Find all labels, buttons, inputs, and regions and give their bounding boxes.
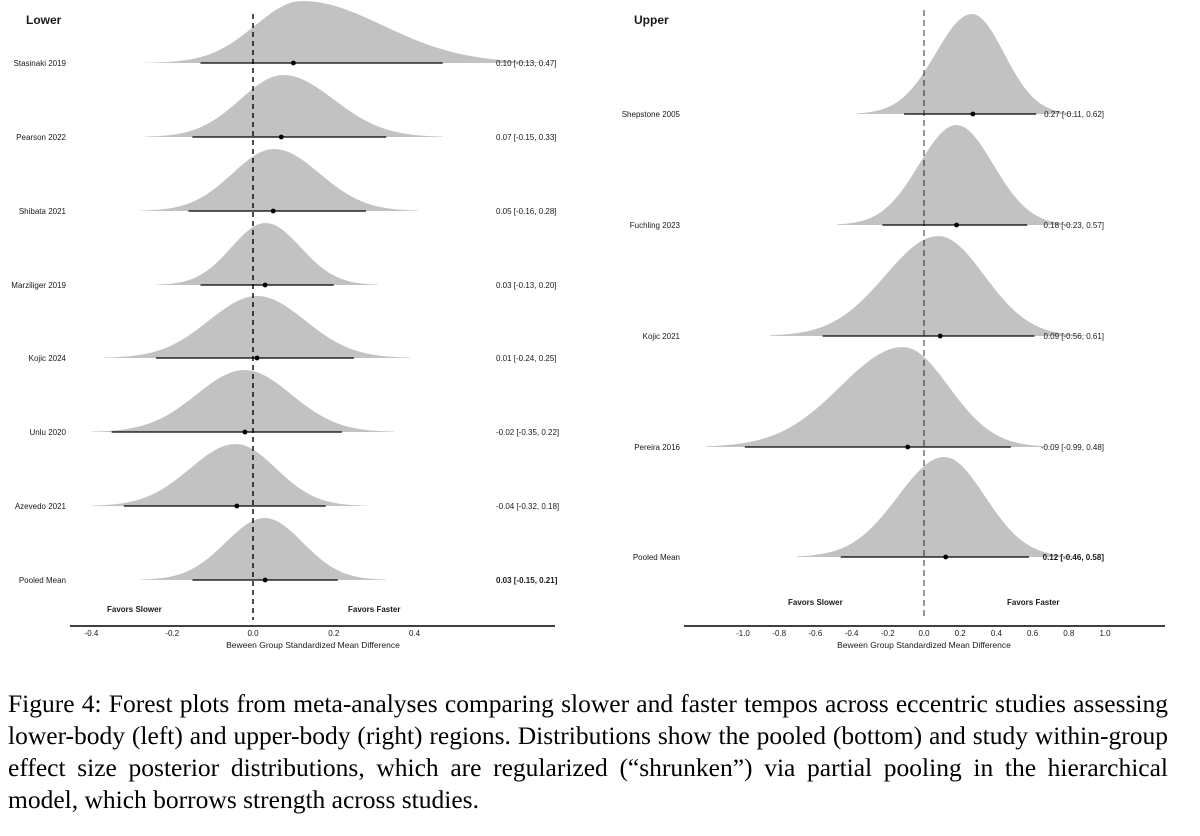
ci-value-label: -0.04 [-0.32, 0.18] bbox=[496, 502, 559, 511]
study-label: Fuchling 2023 bbox=[630, 221, 681, 230]
study-label: Marziliger 2019 bbox=[11, 281, 66, 290]
study-label: Pereira 2016 bbox=[634, 443, 680, 452]
figure-caption: Figure 4: Forest plots from meta-analyse… bbox=[8, 689, 1168, 814]
ci-value-label: 0.09 [-0.56, 0.61] bbox=[1044, 332, 1105, 341]
ci-value-label: 0.01 [-0.24, 0.25] bbox=[496, 354, 557, 363]
panel-title: Upper bbox=[634, 13, 669, 27]
study-label: Pooled Mean bbox=[19, 576, 66, 585]
ci-value-label: 0.07 [-0.15, 0.33] bbox=[496, 133, 557, 142]
upper-body-forest-panel: Upper Shepstone 2005 0.27 [-0.11, 0.62] Fuc… bbox=[622, 10, 1165, 650]
posterior-density-6 bbox=[91, 444, 367, 506]
point-estimate bbox=[262, 282, 268, 288]
posterior-density-3 bbox=[706, 347, 1053, 447]
ci-value-label: 0.03 [-0.15, 0.21] bbox=[496, 576, 558, 585]
x-tick-label: 0.0 bbox=[247, 629, 259, 638]
posterior-distributions bbox=[706, 14, 1087, 557]
x-tick-label: -0.6 bbox=[809, 629, 823, 638]
study-label: Unlu 2020 bbox=[30, 428, 67, 437]
posterior-density-4 bbox=[797, 457, 1076, 557]
x-tick-label: 0.0 bbox=[918, 629, 930, 638]
ci-value-label: -0.02 [-0.35, 0.22] bbox=[496, 428, 559, 437]
x-tick-label: -0.4 bbox=[85, 629, 99, 638]
point-estimate bbox=[937, 333, 943, 339]
posterior-density-0 bbox=[857, 14, 1076, 114]
ci-value-label: 0.03 [-0.13, 0.20] bbox=[496, 281, 557, 290]
x-tick-label: -1.0 bbox=[736, 629, 750, 638]
study-label: Kojic 2021 bbox=[643, 332, 681, 341]
x-tick-label: 0.2 bbox=[955, 629, 967, 638]
study-label: Stasinaki 2019 bbox=[14, 59, 67, 68]
favors-faster-label: Favors Faster bbox=[1007, 598, 1059, 607]
point-estimate bbox=[262, 577, 268, 583]
favors-faster-label: Favors Faster bbox=[348, 605, 400, 614]
ci-value-label: 0.05 [-0.16, 0.28] bbox=[496, 207, 557, 216]
point-estimate bbox=[278, 134, 284, 140]
x-tick-label: 0.8 bbox=[1063, 629, 1075, 638]
lower-body-forest-panel: Lower Stasinaki 2019 0.10 [-0.13, 0.47] Pea… bbox=[11, 1, 559, 650]
study-label: Pooled Mean bbox=[633, 553, 680, 562]
posterior-density-3 bbox=[156, 223, 379, 285]
posterior-density-2 bbox=[139, 149, 419, 211]
x-tick-label: 0.4 bbox=[991, 629, 1003, 638]
posterior-density-1 bbox=[837, 125, 1075, 225]
panel-title: Lower bbox=[26, 13, 62, 27]
point-estimate bbox=[242, 429, 248, 435]
x-tick-label: -0.8 bbox=[772, 629, 786, 638]
posterior-distributions bbox=[91, 1, 552, 580]
x-tick-label: 0.2 bbox=[328, 629, 340, 638]
point-estimate bbox=[954, 222, 959, 228]
posterior-density-4 bbox=[103, 296, 411, 358]
point-estimate bbox=[905, 444, 911, 450]
posterior-density-2 bbox=[770, 236, 1087, 336]
x-axis-label: Beween Group Standardized Mean Differenc… bbox=[837, 640, 1011, 650]
x-tick-label: 0.6 bbox=[1027, 629, 1039, 638]
point-estimate bbox=[234, 503, 240, 509]
favors-slower-label: Favors Slower bbox=[788, 598, 843, 607]
point-estimate bbox=[970, 111, 976, 117]
study-label: Shibata 2021 bbox=[19, 207, 67, 216]
x-tick-label: 0.4 bbox=[409, 629, 421, 638]
study-label: Azevedo 2021 bbox=[15, 502, 67, 511]
ci-value-label: 0.10 [-0.13, 0.47] bbox=[496, 59, 557, 68]
point-estimate bbox=[254, 355, 260, 361]
x-tick-label: -0.2 bbox=[165, 629, 179, 638]
x-tick-label: 1.0 bbox=[1099, 629, 1111, 638]
posterior-density-1 bbox=[144, 75, 443, 137]
ci-value-label: 0.18 [-0.23, 0.57] bbox=[1044, 221, 1105, 230]
ci-value-label: 0.27 [-0.11, 0.62] bbox=[1044, 110, 1104, 119]
forest-plot-figure: Lower Stasinaki 2019 0.10 [-0.13, 0.47] Pea… bbox=[11, 1, 1165, 650]
x-axis-label: Beween Group Standardized Mean Differenc… bbox=[226, 640, 400, 650]
point-estimate bbox=[943, 554, 949, 560]
x-tick-label: -0.2 bbox=[881, 629, 895, 638]
ci-value-label: -0.09 [-0.99, 0.48] bbox=[1041, 443, 1104, 452]
study-label: Shepstone 2005 bbox=[622, 110, 681, 119]
favors-slower-label: Favors Slower bbox=[107, 605, 162, 614]
point-estimate bbox=[290, 60, 296, 66]
point-estimate bbox=[270, 208, 276, 214]
study-label: Kojic 2024 bbox=[29, 354, 67, 363]
posterior-density-5 bbox=[91, 370, 395, 432]
posterior-density-0 bbox=[144, 1, 552, 63]
x-tick-label: -0.4 bbox=[845, 629, 859, 638]
posterior-density-7 bbox=[139, 518, 387, 580]
study-label: Pearson 2022 bbox=[16, 133, 66, 142]
ci-value-label: 0.12 [-0.46, 0.58] bbox=[1043, 553, 1105, 562]
